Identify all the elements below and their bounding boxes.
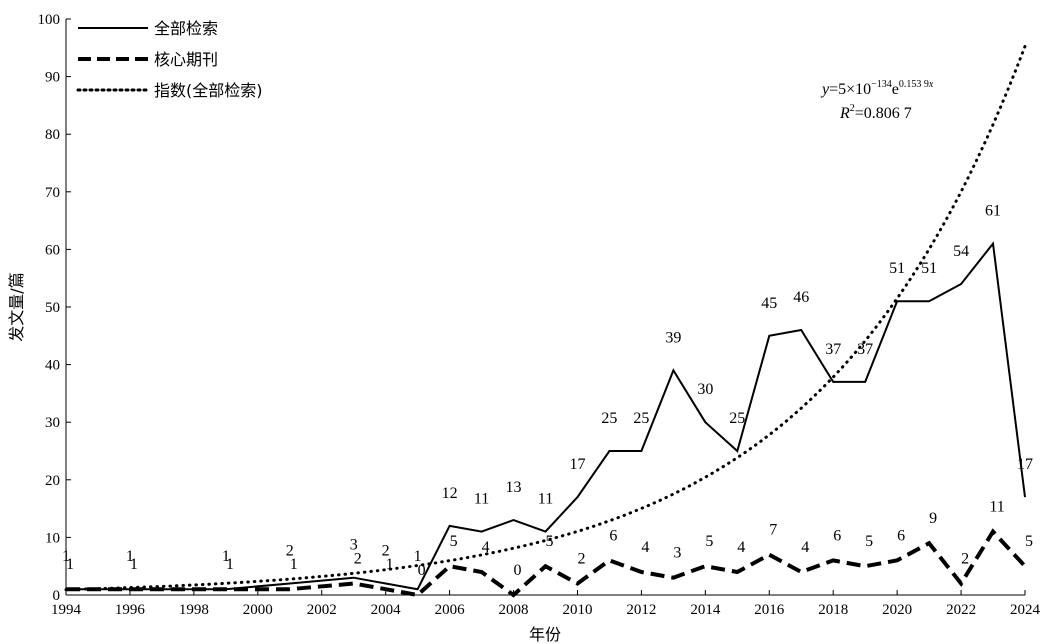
- x-tick-label: 2024: [1010, 602, 1041, 618]
- series-trend-line: [64, 44, 1027, 592]
- data-label-core: 5: [865, 533, 873, 550]
- x-tick-label: 2004: [371, 602, 402, 618]
- data-label-core: 5: [450, 533, 458, 550]
- data-label-all: 2: [382, 542, 390, 559]
- data-label-core: 0: [418, 562, 426, 579]
- y-tick-label: 0: [53, 588, 61, 604]
- x-tick-label: 1998: [179, 602, 209, 618]
- x-tick-label: 2014: [690, 602, 721, 618]
- data-label-all: 12: [442, 485, 458, 502]
- y-tick-label: 70: [45, 185, 60, 201]
- data-label-core: 5: [1025, 533, 1033, 550]
- series-layer: [64, 44, 1027, 598]
- data-label-core: 7: [769, 522, 777, 539]
- data-label-all: 1: [126, 548, 134, 565]
- data-label-core: 4: [641, 539, 649, 556]
- data-label-all: 39: [665, 329, 681, 346]
- data-label-all: 25: [633, 410, 649, 427]
- data-label-all: 1: [62, 548, 70, 565]
- data-label-all: 11: [538, 491, 553, 508]
- data-label-core: 1: [290, 556, 298, 573]
- data-label-core: 5: [546, 533, 554, 550]
- x-tick-label: 1996: [115, 602, 146, 618]
- y-tick-label: 50: [45, 300, 60, 316]
- data-label-all: 45: [761, 295, 777, 312]
- x-tick-label: 2008: [499, 602, 529, 618]
- y-tick-label: 30: [45, 415, 60, 431]
- data-label-core: 4: [482, 539, 490, 556]
- data-label-core: 6: [897, 527, 905, 544]
- data-label-all: 3: [350, 537, 358, 554]
- data-label-all: 51: [889, 260, 905, 277]
- x-tick-label: 2016: [754, 602, 785, 618]
- data-label-core: 1: [226, 556, 234, 573]
- data-label-core: 2: [961, 550, 969, 567]
- data-label-core: 3: [673, 545, 681, 562]
- data-label-all: 17: [1017, 456, 1033, 473]
- x-axis-title: 年份: [529, 625, 561, 644]
- data-label-all: 11: [474, 491, 489, 508]
- data-label-all: 1: [222, 548, 230, 565]
- data-label-core: 5: [705, 533, 713, 550]
- legend-label-trend: 指数(全部检索): [154, 81, 263, 100]
- x-tick-label: 2020: [882, 602, 912, 618]
- legend-label-all: 全部检索: [154, 19, 218, 38]
- x-tick-label: 2000: [243, 602, 273, 618]
- legend: 全部检索 核心期刊 指数(全部检索): [76, 19, 263, 100]
- data-label-core: 6: [609, 527, 617, 544]
- series-core-line: [66, 528, 1027, 598]
- data-label-all: 37: [857, 341, 873, 358]
- x-tick-label: 2002: [307, 602, 337, 618]
- series-all-line: [66, 241, 1026, 591]
- data-label-core: 1: [386, 556, 394, 573]
- data-label-all: 13: [506, 479, 522, 496]
- x-tick-label: 2022: [946, 602, 976, 618]
- data-label-all: 51: [921, 260, 937, 277]
- data-label-all: 2: [286, 542, 294, 559]
- data-label-all: 1: [414, 548, 422, 565]
- data-label-all: 17: [569, 456, 585, 473]
- data-label-core: 1: [130, 556, 138, 573]
- data-label-core: 11: [989, 499, 1004, 516]
- y-tick-label: 100: [38, 12, 61, 28]
- trend-r-squared: R2=0.806 7: [839, 103, 912, 122]
- y-tick-label: 80: [45, 127, 60, 143]
- data-label-core: 6: [833, 527, 841, 544]
- data-label-core: 2: [577, 550, 585, 567]
- legend-label-core: 核心期刊: [154, 50, 218, 69]
- trend-equation: y=5×10−134e0.153 9x: [820, 79, 934, 98]
- data-label-all: 25: [601, 410, 617, 427]
- x-tick-label: 1994: [51, 602, 82, 618]
- y-tick-label: 90: [45, 70, 60, 86]
- y-axis-title: 发文量/篇: [7, 272, 26, 341]
- y-tick-label: 20: [45, 473, 60, 489]
- data-label-core: 0: [514, 562, 522, 579]
- x-tick-label: 2010: [562, 602, 592, 618]
- data-label-core: 4: [737, 539, 745, 556]
- data-label-core: 2: [354, 550, 362, 567]
- data-label-core: 1: [66, 556, 74, 573]
- data-label-all: 46: [793, 289, 809, 306]
- data-label-all: 30: [697, 381, 713, 398]
- data-label-all: 25: [729, 410, 745, 427]
- x-tick-label: 2012: [626, 602, 656, 618]
- y-tick-label: 40: [45, 358, 60, 374]
- data-label-all: 61: [985, 203, 1001, 220]
- data-label-core: 4: [801, 539, 809, 556]
- x-tick-label: 2006: [435, 602, 466, 618]
- data-label-all: 54: [953, 243, 969, 260]
- y-tick-label: 10: [45, 530, 60, 546]
- y-tick-label: 60: [45, 242, 60, 258]
- data-label-all: 37: [825, 341, 841, 358]
- data-label-core: 9: [929, 510, 937, 527]
- x-tick-label: 2018: [818, 602, 848, 618]
